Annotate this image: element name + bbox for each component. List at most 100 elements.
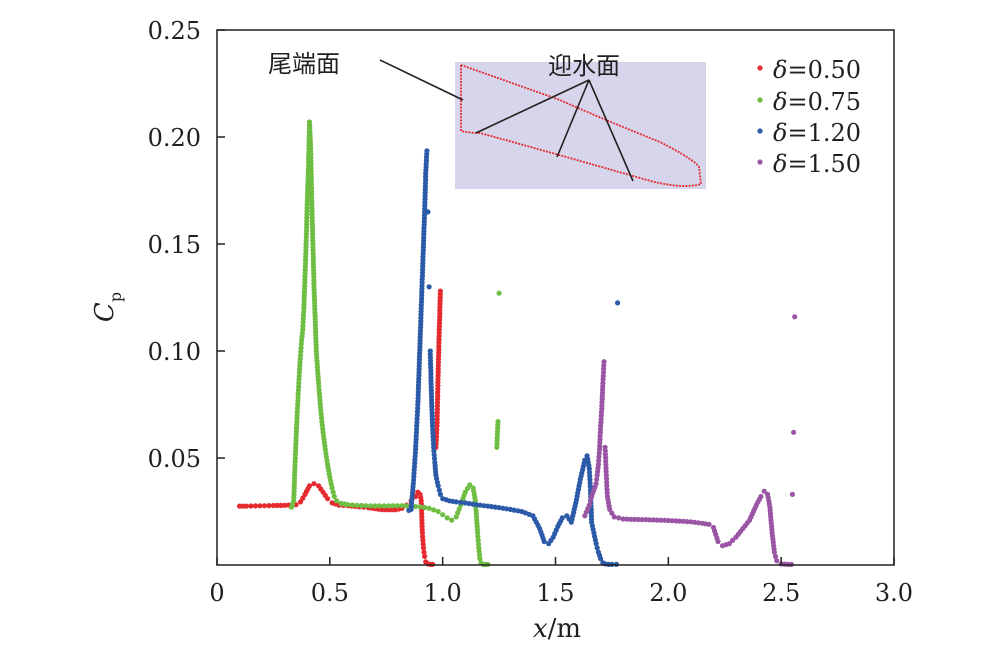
data-point: [628, 516, 634, 522]
data-point: [297, 352, 304, 358]
data-point: [620, 516, 626, 522]
data-point: [758, 493, 764, 500]
data-point: [331, 493, 337, 500]
data-point: [311, 481, 317, 487]
hull-outline: [460, 64, 702, 187]
data-point: [390, 503, 396, 509]
y-tick-label: 0.20: [148, 124, 201, 152]
data-point: [420, 534, 426, 540]
data-point: [420, 541, 426, 547]
legend-label: δ=1.20: [773, 119, 861, 147]
data-point: [345, 502, 351, 508]
data-point: [248, 503, 254, 509]
data-point: [791, 429, 797, 435]
data-point: [422, 504, 428, 511]
data-point: [298, 348, 304, 355]
data-point: [616, 515, 622, 521]
data-point: [372, 503, 378, 509]
x-tick-label: 0.5: [311, 579, 349, 607]
data-point: [381, 503, 387, 509]
data-point: [358, 502, 364, 509]
legend-marker: [757, 128, 763, 134]
data-point: [270, 502, 276, 509]
data-point: [596, 458, 602, 464]
legend-marker: [757, 65, 763, 71]
x-tick-label: 1.5: [536, 579, 574, 607]
leader-line-face-2: [556, 79, 590, 158]
legend-marker: [757, 159, 763, 165]
data-point: [424, 148, 430, 154]
legend-label: δ=0.50: [773, 56, 861, 84]
data-point: [431, 452, 437, 458]
data-point: [444, 515, 450, 521]
x-tick-label: 0: [209, 579, 224, 607]
data-point: [594, 476, 600, 482]
x-tick-label: 3.0: [875, 579, 913, 607]
data-point: [419, 530, 425, 536]
data-point: [726, 541, 732, 547]
data-point: [593, 541, 599, 547]
ticks: 0 0.5 1.0 1.5 2.0 2.5 3.0 0.05 0.10 0.15 0.20 0.25: [148, 17, 914, 607]
data-point: [334, 498, 340, 504]
data-point: [496, 290, 502, 296]
data-point: [601, 359, 607, 365]
data-point: [673, 518, 679, 524]
legend-item: δ=1.20: [757, 119, 861, 147]
data-point: [435, 483, 441, 489]
data-point: [771, 549, 778, 555]
data-point: [399, 503, 405, 509]
data-point: [278, 502, 284, 508]
data-point: [329, 485, 335, 491]
data-point: [462, 489, 468, 495]
data-point: [243, 503, 249, 509]
data-point: [654, 517, 660, 523]
data-point: [453, 499, 459, 505]
data-point: [477, 556, 483, 562]
data-point: [596, 450, 602, 456]
data-point: [453, 514, 459, 520]
data-point: [330, 489, 336, 495]
data-point: [266, 503, 272, 509]
data-point: [658, 517, 664, 523]
data-point: [426, 284, 432, 290]
data-point: [639, 517, 645, 523]
data-point: [475, 541, 482, 547]
data-point: [456, 506, 462, 512]
data-point: [417, 504, 423, 510]
data-point: [646, 517, 653, 523]
data-point: [761, 488, 767, 494]
data-point: [688, 519, 694, 525]
data-point: [298, 341, 304, 347]
legend: δ=0.50 δ=0.75 δ=1.20 δ=1.50: [757, 56, 861, 178]
data-point: [325, 496, 331, 502]
legend-item: δ=0.75: [757, 88, 861, 116]
water-face-label: 迎水面: [548, 52, 620, 80]
data-point: [431, 507, 437, 513]
data-point: [274, 502, 280, 508]
x-tick-label: 2.5: [762, 579, 800, 607]
data-point: [437, 491, 443, 497]
data-point: [282, 502, 288, 508]
data-point: [631, 516, 638, 523]
data-point: [436, 487, 442, 493]
data-point: [475, 534, 481, 540]
data-point: [485, 503, 491, 509]
inset-diagram: 尾端面 迎水面: [268, 50, 706, 189]
data-point: [435, 508, 441, 515]
series-1: [288, 119, 502, 568]
data-point: [306, 483, 313, 489]
data-point: [473, 502, 480, 508]
data-point: [413, 503, 419, 510]
y-axis-label: Cp: [90, 292, 125, 322]
data-point: [297, 499, 304, 505]
data-point: [587, 498, 594, 504]
data-point: [643, 517, 649, 523]
data-point: [594, 545, 600, 551]
data-point: [611, 514, 617, 520]
data-point: [349, 502, 355, 508]
legend-item: δ=1.50: [757, 150, 861, 178]
data-point: [431, 455, 438, 462]
y-tick-label: 0.05: [148, 445, 201, 473]
axes: 0 0.5 1.0 1.5 2.0 2.5 3.00.050.100.150.200.25 …: [90, 17, 913, 644]
data-point: [431, 444, 437, 450]
